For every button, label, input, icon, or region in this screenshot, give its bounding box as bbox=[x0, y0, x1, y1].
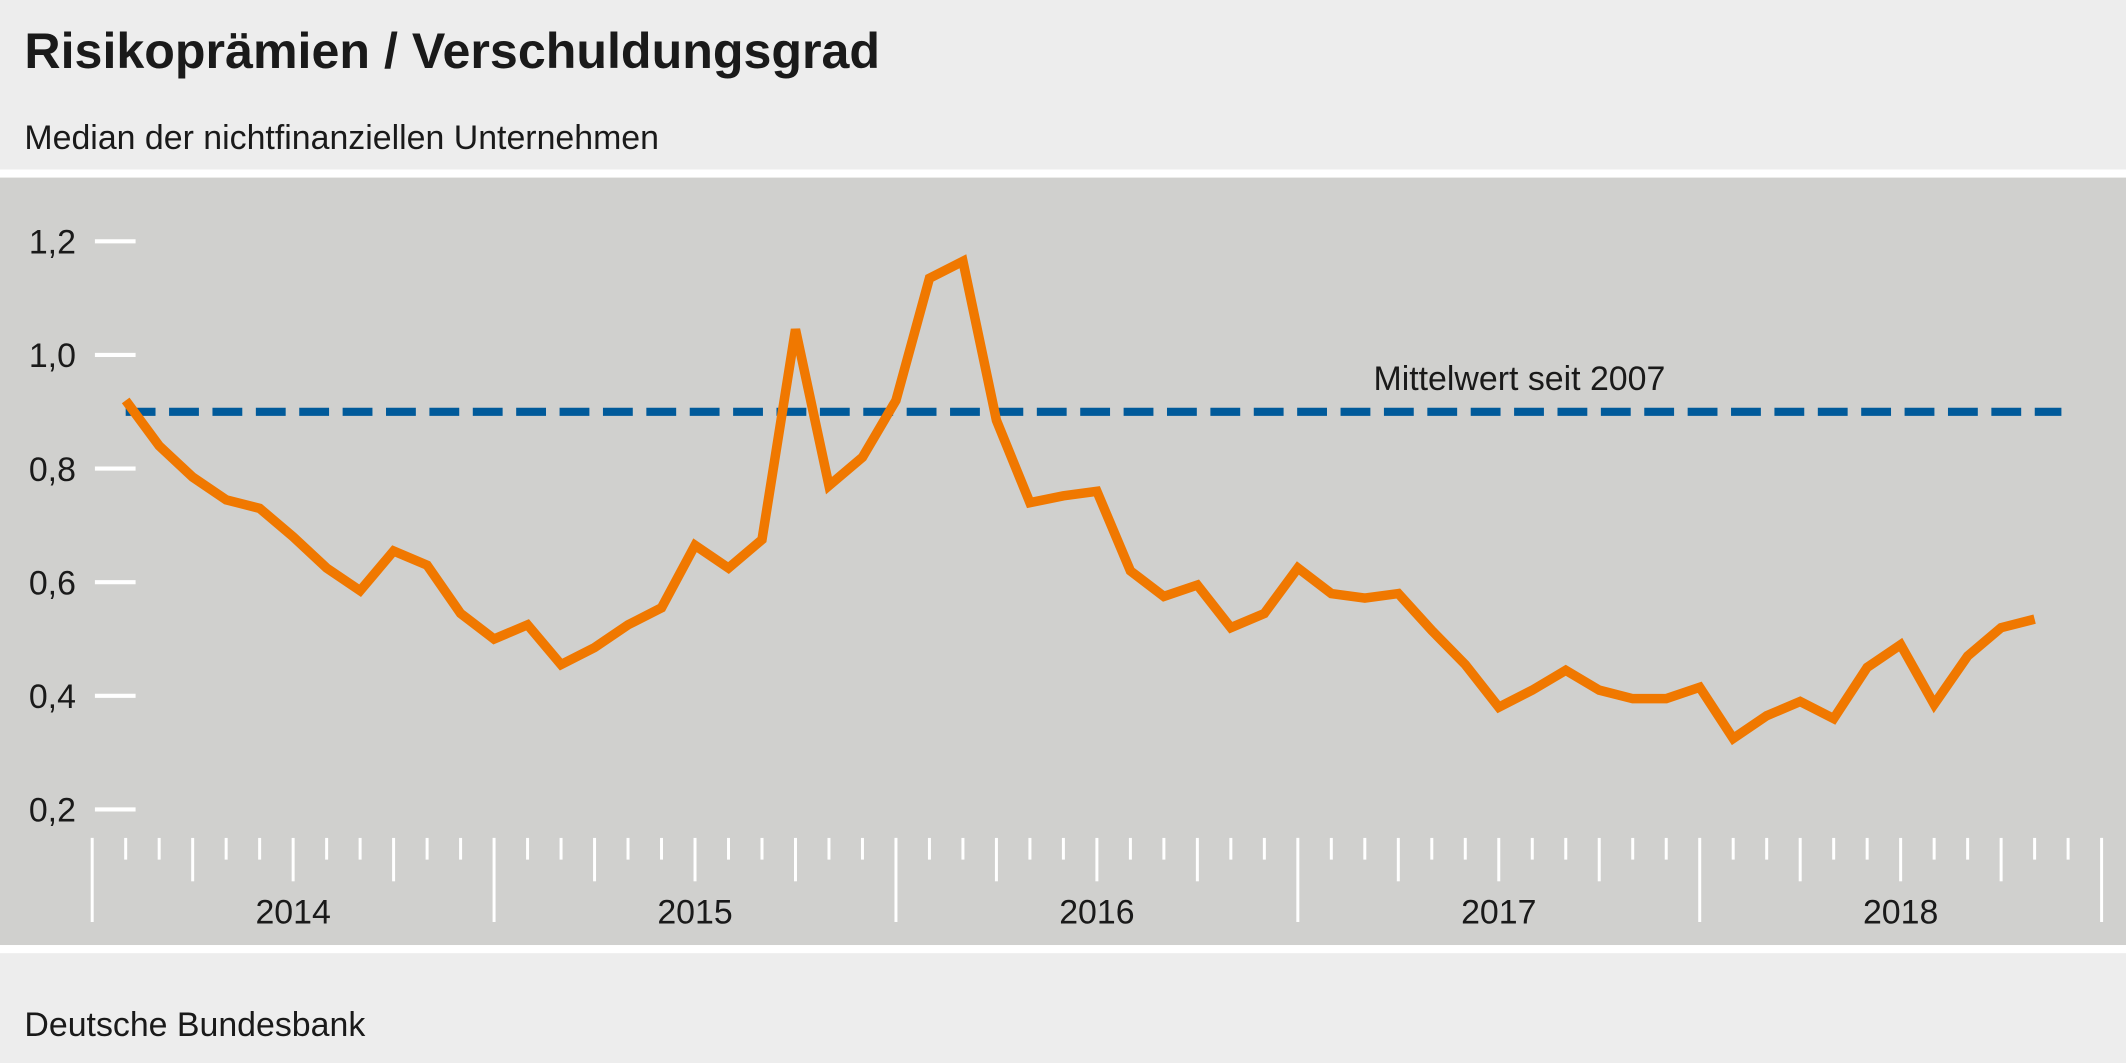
x-tick-label: 2018 bbox=[1863, 893, 1938, 931]
x-tick-label: 2017 bbox=[1461, 893, 1536, 931]
x-tick-label: 2016 bbox=[1059, 893, 1134, 931]
y-tick-label: 1,0 bbox=[29, 337, 76, 375]
y-tick-label: 0,2 bbox=[29, 792, 76, 830]
divider-top bbox=[0, 169, 2126, 178]
data-points bbox=[125, 261, 2035, 739]
plot-area bbox=[0, 177, 2126, 946]
x-axis: 2014 2015 2016 2017 2018 bbox=[90, 837, 2104, 931]
chart-title: Risikoprämien / Verschuldungsgrad bbox=[24, 23, 880, 79]
y-axis: 1,2 1,0 0,8 0,6 0,4 0,2 bbox=[29, 224, 136, 830]
reference-line-label: Mittelwert seit 2007 bbox=[1373, 360, 1665, 398]
x-tick-label: 2014 bbox=[255, 893, 330, 931]
divider-bottom bbox=[0, 945, 2126, 954]
source-label: Deutsche Bundesbank bbox=[24, 1006, 365, 1044]
series-line bbox=[121, 254, 2036, 746]
y-tick-label: 0,6 bbox=[29, 564, 76, 602]
y-tick-label: 0,8 bbox=[29, 451, 76, 489]
y-tick-label: 1,2 bbox=[29, 224, 76, 262]
y-tick-label: 0,4 bbox=[29, 678, 76, 716]
x-tick-label: 2015 bbox=[657, 893, 732, 931]
chart-subtitle: Median der nichtfinanziellen Unternehmen bbox=[24, 119, 659, 157]
